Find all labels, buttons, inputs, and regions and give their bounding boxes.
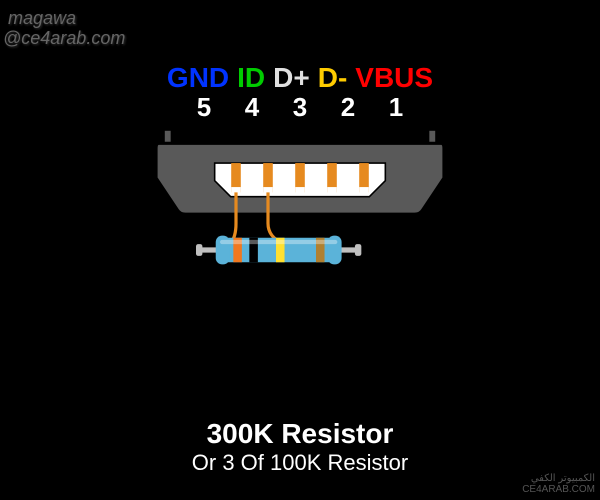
pin-number: 2	[324, 92, 372, 123]
watermark-line1: magawa	[8, 8, 76, 29]
pin-number: 4	[228, 92, 276, 123]
pin-label: ID	[237, 62, 265, 94]
pin-number: 3	[276, 92, 324, 123]
pin-number: 1	[372, 92, 420, 123]
pin-labels-row: GNDIDD+D-VBUS	[0, 62, 600, 94]
resistor-label-main: 300K Resistor	[0, 418, 600, 450]
watermark-line2: @ce4arab.com	[3, 28, 125, 49]
pin-label: VBUS	[355, 62, 433, 94]
pin-label: D+	[273, 62, 310, 94]
pin-label: D-	[318, 62, 348, 94]
pin-label: GND	[167, 62, 229, 94]
pin-number: 5	[180, 92, 228, 123]
pin-numbers-row: 54321	[0, 92, 600, 123]
usb-connector-diagram	[30, 130, 570, 290]
site-logo: الكمبيوتر الكفي CE4ARAB.COM	[522, 473, 595, 495]
resistor-label-sub: Or 3 Of 100K Resistor	[0, 450, 600, 476]
